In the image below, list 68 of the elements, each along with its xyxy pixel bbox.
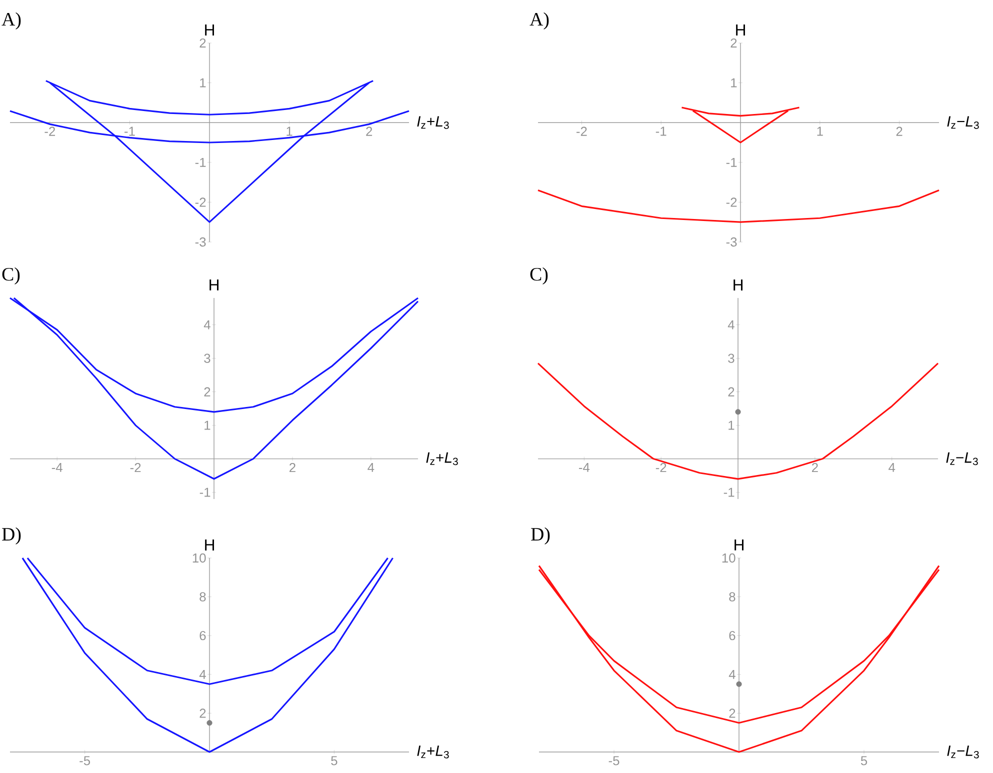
x-tick-label: 5 <box>860 756 868 766</box>
y-tick-label: 2 <box>200 38 206 48</box>
x-axis-title: I$_{z}$+L$_{3}$ <box>417 116 449 129</box>
y-axis-title: H <box>734 279 743 290</box>
chart-title: A) <box>2 12 21 30</box>
x-tick-label: -2 <box>656 462 666 472</box>
y-tick-label: -1 <box>726 158 737 167</box>
y-tick-label: 6 <box>729 631 736 640</box>
x-tick-label: 2 <box>366 126 372 136</box>
x-tick-label: -2 <box>576 126 587 136</box>
y-tick-label: -3 <box>195 237 206 247</box>
y-tick-label: 3 <box>204 354 210 363</box>
x-axis-title: I$_{z}$−L$_{3}$ <box>946 452 978 466</box>
y-axis-title: H <box>210 279 218 290</box>
y-tick-label: 4 <box>204 320 210 330</box>
y-axis-title: H <box>205 539 214 550</box>
y-tick-label: -1 <box>195 158 206 167</box>
chart-title: D) <box>531 527 550 544</box>
x-tick-label: -1 <box>656 126 666 136</box>
x-tick-label: 2 <box>290 462 296 472</box>
chart-title: D) <box>2 527 21 544</box>
y-axis-title: H <box>734 539 744 550</box>
x-tick-label: 1 <box>286 126 292 136</box>
x-tick-label: 2 <box>812 462 818 472</box>
chart-title: C) <box>2 267 20 285</box>
y-tick-label: -2 <box>195 198 206 207</box>
y-tick-label: 3 <box>728 354 734 363</box>
y-tick-label: 2 <box>730 38 737 48</box>
y-tick-label: 2 <box>728 387 734 396</box>
x-axis-title: I$_{z}$−L$_{3}$ <box>947 746 979 758</box>
x-tick-label: -2 <box>44 126 55 136</box>
y-tick-label: 10 <box>192 553 206 563</box>
x-tick-label: -4 <box>578 463 590 472</box>
y-tick-label: -2 <box>726 198 737 207</box>
y-tick-label: 2 <box>729 708 736 718</box>
y-axis-title: H <box>736 24 745 36</box>
y-tick-label: 1 <box>728 420 734 430</box>
x-tick-label: -4 <box>52 463 62 472</box>
y-tick-label: 1 <box>200 78 206 88</box>
x-tick-label: 4 <box>368 463 374 472</box>
y-tick-label: 6 <box>200 631 206 640</box>
y-tick-label: 8 <box>729 592 736 602</box>
y-tick-label: 1 <box>731 78 737 88</box>
x-tick-label: 1 <box>817 126 823 136</box>
chart-title: A) <box>530 12 549 30</box>
x-tick-label: 4 <box>888 463 896 472</box>
y-tick-label: 2 <box>200 708 206 718</box>
chart-title: C) <box>530 267 548 285</box>
y-tick-label: 10 <box>722 553 736 563</box>
y-tick-label: 4 <box>728 320 734 330</box>
x-axis-title: I$_{z}$−L$_{3}$ <box>947 116 979 129</box>
y-tick-label: 4 <box>199 670 206 679</box>
y-tick-label: 4 <box>728 670 736 679</box>
x-tick-label: -1 <box>124 126 135 136</box>
x-tick-label: 2 <box>896 126 902 136</box>
y-tick-label: 8 <box>200 592 206 602</box>
x-tick-label: -5 <box>80 756 90 766</box>
x-tick-label: -5 <box>608 756 620 766</box>
y-tick-label: -3 <box>726 237 737 247</box>
y-tick-label: 2 <box>204 387 210 396</box>
x-axis-title: I$_{z}$+L$_{3}$ <box>417 746 449 758</box>
y-tick-label: -1 <box>200 488 210 497</box>
x-axis-title: I$_{z}$+L$_{3}$ <box>426 452 458 466</box>
x-tick-label: 5 <box>331 756 338 766</box>
y-tick-label: 1 <box>204 420 210 430</box>
y-axis-title: H <box>205 24 214 36</box>
x-tick-label: -2 <box>130 462 141 472</box>
y-tick-label: -1 <box>724 488 734 497</box>
